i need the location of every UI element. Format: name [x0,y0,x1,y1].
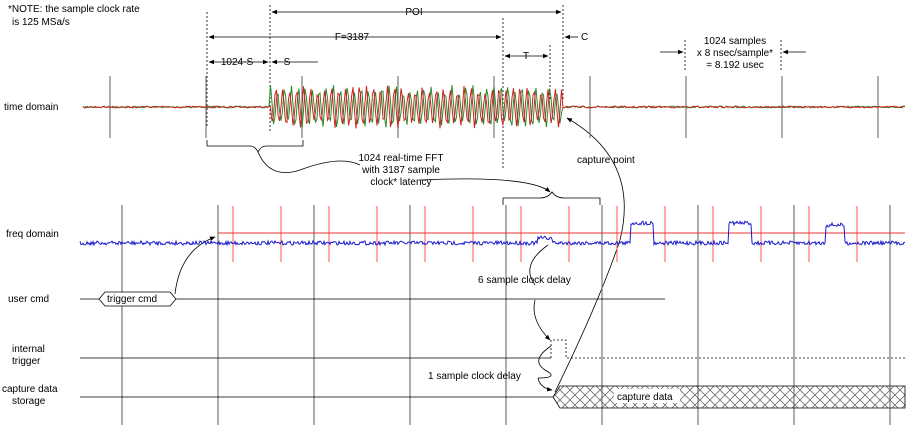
dim-label: T [523,51,529,62]
annotation: clock* latency [370,177,431,188]
time-signal [82,85,906,129]
capture-data-box [552,385,906,409]
row-label: time domain [4,102,58,113]
frame-label: x 8 nsec/sample* [697,48,773,59]
curve [529,244,549,286]
time-signal [82,85,906,129]
label-bg [614,389,680,403]
trigger-cmd-box [98,291,177,307]
delay-arrow [537,377,553,392]
delay-arrow [533,299,551,341]
annotation: with 3187 sample [361,165,440,176]
dim-label: S [284,57,291,68]
annotation: capture point [577,155,635,166]
annotation: 1 sample clock delay [428,371,521,382]
brace [502,191,601,205]
brace [206,140,304,153]
row-label: storage [12,396,46,407]
layout [80,5,906,425]
labels: *NOTE: the sample clock rate is 125 MSa/… [2,4,773,407]
row-label: capture data [2,384,58,395]
row-label: trigger [12,356,41,367]
f-label: F=3187 [335,32,370,43]
annotation: 1024 real-time FFT [358,153,443,164]
frame-label: = 8.192 usec [706,60,764,71]
poi-label: POI [405,7,422,18]
annotation: trigger cmd [107,294,157,305]
annotation: 6 sample clock delay [478,275,571,286]
row-label: user cmd [8,294,49,305]
trigger-arrow [174,236,216,295]
annotation: capture data [617,392,673,403]
freq-signal [79,220,905,247]
row-label: internal [12,344,45,355]
dim-label: C [581,32,588,43]
curve [537,345,552,379]
curve [419,178,551,193]
row-label: freq domain [6,229,59,240]
frame-label: 1024 samples [704,36,766,47]
note: is 125 MSa/s [12,17,70,28]
capture-point-arrow [554,117,625,393]
dim-label: 1024-S [221,57,254,68]
curve [257,151,361,174]
note: *NOTE: the sample clock rate [8,4,140,15]
trigger-pulse [550,339,905,359]
